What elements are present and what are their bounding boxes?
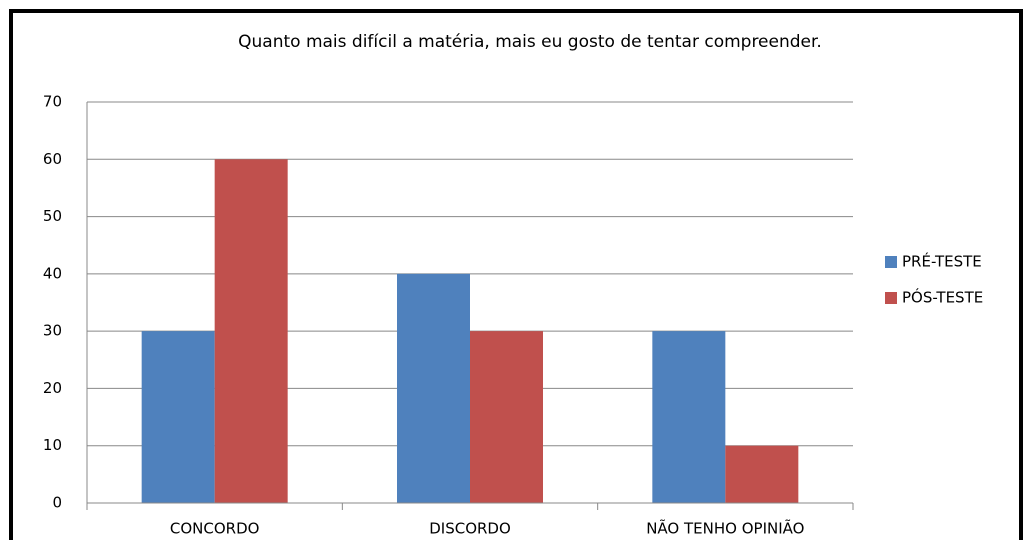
x-tick-label: DISCORDO <box>429 520 511 538</box>
x-tick-label: NÃO TENHO OPINIÃO <box>646 519 804 538</box>
y-tick-label: 60 <box>43 150 62 168</box>
legend-label: PRÉ-TESTE <box>902 252 982 271</box>
chart-title: Quanto mais difícil a matéria, mais eu g… <box>238 32 822 52</box>
bar <box>652 331 726 503</box>
y-tick-label: 50 <box>43 207 62 225</box>
bar <box>397 273 470 503</box>
y-tick-label: 30 <box>43 322 62 340</box>
bar <box>725 445 799 503</box>
bar <box>214 159 288 504</box>
y-tick-label: 20 <box>43 379 62 397</box>
y-tick-label: 70 <box>43 93 62 111</box>
legend-swatch <box>885 256 897 268</box>
legend-label: PÓS-TESTE <box>902 288 983 307</box>
x-tick-label: CONCORDO <box>170 520 260 538</box>
bar <box>470 331 543 503</box>
y-tick-label: 10 <box>43 436 62 454</box>
y-tick-label: 40 <box>43 264 62 282</box>
legend-swatch <box>885 292 897 304</box>
y-tick-label: 0 <box>52 494 62 512</box>
bar <box>141 331 215 503</box>
